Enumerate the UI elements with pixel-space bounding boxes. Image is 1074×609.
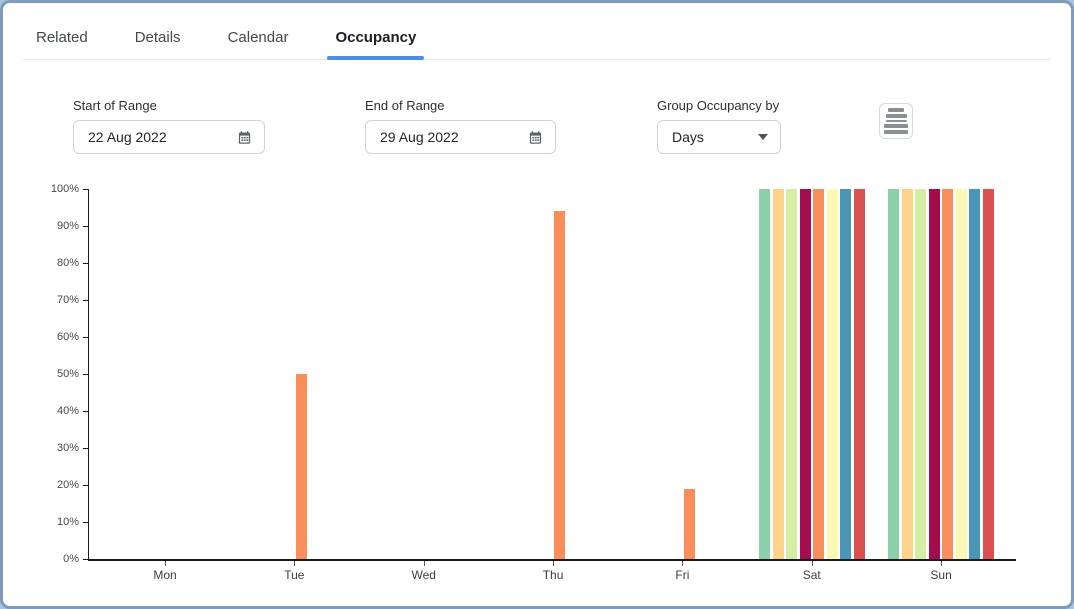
y-tick-label: 100% bbox=[50, 183, 79, 195]
y-tick bbox=[83, 558, 88, 560]
bar[interactable] bbox=[786, 189, 797, 559]
end-of-range-field: End of Range 29 Aug 2022 bbox=[365, 98, 556, 154]
y-tick bbox=[83, 447, 88, 449]
x-axis-line bbox=[88, 559, 1016, 561]
bar[interactable] bbox=[888, 189, 900, 559]
y-tick-label: 0% bbox=[63, 553, 79, 565]
y-tick bbox=[83, 225, 88, 227]
x-tick-label: Thu bbox=[542, 568, 564, 582]
x-tick-label: Fri bbox=[675, 568, 690, 582]
x-tick-label: Sun bbox=[930, 568, 952, 582]
tab-bar: Related Details Calendar Occupancy bbox=[23, 3, 1051, 60]
bar[interactable] bbox=[840, 189, 851, 559]
tab-calendar[interactable]: Calendar bbox=[227, 29, 289, 46]
x-tick-label: Wed bbox=[411, 568, 436, 582]
y-axis-line bbox=[88, 189, 89, 560]
start-date-input[interactable]: 22 Aug 2022 bbox=[73, 120, 265, 154]
tab-details[interactable]: Details bbox=[134, 29, 181, 46]
start-of-range-field: Start of Range 22 Aug 2022 bbox=[73, 98, 265, 154]
x-tick-label: Sat bbox=[802, 568, 821, 582]
y-tick-label: 60% bbox=[56, 331, 79, 343]
bar[interactable] bbox=[799, 189, 811, 559]
y-tick bbox=[83, 188, 88, 190]
bar[interactable] bbox=[928, 189, 940, 559]
group-occupancy-select[interactable]: Days bbox=[657, 120, 781, 154]
x-tick bbox=[423, 560, 425, 566]
bar[interactable] bbox=[955, 189, 967, 559]
tab-occupancy[interactable]: Occupancy bbox=[327, 9, 425, 60]
bar[interactable] bbox=[759, 189, 770, 559]
chart-menu-icon bbox=[888, 108, 904, 112]
x-tick bbox=[811, 560, 813, 566]
y-tick-label: 20% bbox=[56, 479, 79, 491]
x-tick bbox=[941, 560, 943, 566]
bar[interactable] bbox=[772, 189, 784, 559]
x-tick-label: Tue bbox=[284, 568, 305, 582]
y-tick-label: 30% bbox=[56, 442, 79, 454]
chart-controls: Start of Range 22 Aug 2022 End of Range … bbox=[3, 98, 1071, 160]
bar[interactable] bbox=[901, 189, 913, 559]
bar[interactable] bbox=[915, 189, 927, 559]
group-occupancy-label: Group Occupancy by bbox=[657, 98, 780, 113]
x-tick bbox=[294, 560, 296, 566]
y-tick-label: 80% bbox=[56, 257, 79, 269]
y-tick-label: 90% bbox=[56, 220, 79, 232]
calendar-icon[interactable] bbox=[528, 130, 543, 145]
y-tick bbox=[83, 521, 88, 523]
group-occupancy-value: Days bbox=[672, 129, 704, 145]
bar[interactable] bbox=[826, 189, 838, 559]
y-tick bbox=[83, 262, 88, 264]
calendar-icon[interactable] bbox=[237, 130, 252, 145]
x-tick-label: Mon bbox=[153, 568, 177, 582]
dropdown-caret-icon bbox=[758, 134, 768, 140]
y-tick bbox=[83, 299, 88, 301]
bar[interactable] bbox=[982, 189, 994, 559]
start-of-range-label: Start of Range bbox=[73, 98, 157, 113]
y-tick-label: 10% bbox=[56, 516, 79, 528]
bar[interactable] bbox=[295, 374, 307, 559]
y-tick bbox=[83, 484, 88, 486]
y-tick bbox=[83, 373, 88, 375]
y-tick bbox=[83, 336, 88, 338]
end-date-value: 29 Aug 2022 bbox=[380, 129, 459, 145]
y-tick-label: 70% bbox=[56, 294, 79, 306]
bar[interactable] bbox=[942, 189, 954, 559]
group-occupancy-field: Group Occupancy by Days bbox=[657, 98, 781, 154]
y-tick bbox=[83, 410, 88, 412]
bar[interactable] bbox=[683, 488, 695, 559]
end-of-range-label: End of Range bbox=[365, 98, 445, 113]
x-tick bbox=[553, 560, 555, 566]
occupancy-chart: 0% 10% 20% 30% 40% 50% 60% 70% 80% 90% 100% Mon Tue W… bbox=[3, 3, 1071, 606]
y-tick-label: 50% bbox=[56, 368, 79, 380]
bar[interactable] bbox=[554, 211, 566, 559]
bar[interactable] bbox=[969, 189, 981, 559]
bar[interactable] bbox=[813, 189, 824, 559]
bar[interactable] bbox=[853, 189, 865, 559]
x-tick bbox=[682, 560, 684, 566]
x-tick bbox=[165, 560, 166, 566]
end-date-input[interactable]: 29 Aug 2022 bbox=[365, 120, 556, 154]
tab-related[interactable]: Related bbox=[36, 29, 88, 46]
start-date-value: 22 Aug 2022 bbox=[88, 129, 167, 145]
y-tick-label: 40% bbox=[56, 405, 79, 417]
chart-menu-button[interactable] bbox=[879, 103, 913, 139]
